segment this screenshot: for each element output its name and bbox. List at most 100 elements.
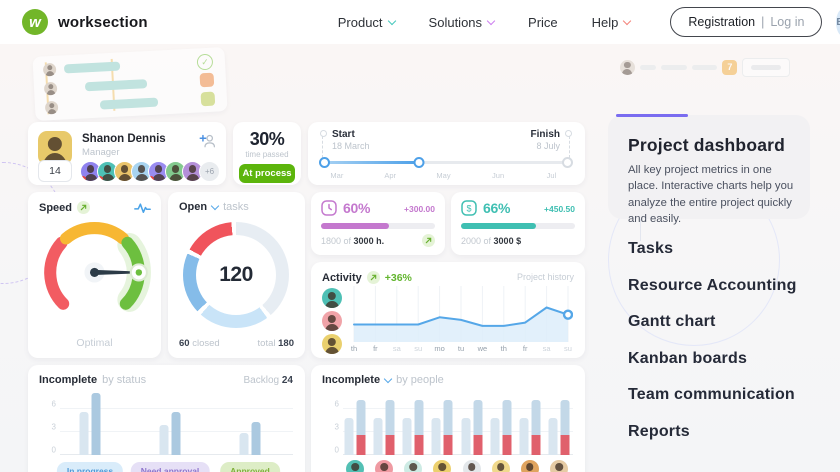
incomplete-by-status-card: Incomplete by status Backlog 24 6 3 0 In pr… xyxy=(28,365,305,472)
incomplete-by-people-card: Incomplete by people 6 3 0 xyxy=(311,365,585,472)
feature-item-kanban-boards[interactable]: Kanban boards xyxy=(628,349,748,367)
people-bar xyxy=(490,418,500,455)
feature-item-gantt-chart[interactable]: Gantt chart xyxy=(628,313,716,330)
task-counter: 14 xyxy=(38,160,72,182)
avatar xyxy=(620,59,635,75)
status-chart-title: Incomplete xyxy=(39,374,98,386)
open-title: Open xyxy=(179,201,208,213)
login-label: Log in xyxy=(770,15,805,29)
open-tasks-card: Open tasks 120 60 closed total 180 xyxy=(168,192,305,358)
start-label: Start xyxy=(332,129,355,140)
nav-solutions-label: Solutions xyxy=(428,14,483,30)
open-subtitle: tasks xyxy=(223,201,249,213)
feature-item-tasks[interactable]: Tasks xyxy=(628,240,674,257)
day-label: mo xyxy=(434,344,445,353)
timeline-node-icon xyxy=(565,130,572,137)
hours-progress-bar xyxy=(321,223,435,229)
manager-role: Manager xyxy=(82,147,120,158)
month-label: May xyxy=(436,171,451,180)
chevron-down-icon xyxy=(623,16,632,25)
chevron-down-icon xyxy=(387,16,396,25)
timeline-finish-marker xyxy=(562,157,573,168)
y-axis-tick: 3 xyxy=(51,422,56,432)
gauge-caption: Optimal xyxy=(76,337,113,349)
timeline-dashed-line xyxy=(569,136,570,158)
status-pill: Approved xyxy=(220,462,280,472)
feature-title: Project dashboard xyxy=(628,135,786,155)
people-bar xyxy=(431,418,441,455)
people-bar-overdue xyxy=(473,434,483,455)
budget-delta: +450.50 xyxy=(544,204,575,214)
people-bar-overdue xyxy=(356,434,366,455)
people-bar-overdue xyxy=(443,434,453,455)
nav-help[interactable]: Help xyxy=(592,15,632,30)
trend-up-icon xyxy=(77,201,91,214)
trend-up-icon xyxy=(422,234,435,247)
hours-delta: +300.00 xyxy=(404,204,435,214)
people-bar-top xyxy=(473,399,483,435)
day-label: we xyxy=(477,344,488,353)
people-bar-top xyxy=(443,399,453,435)
decorative-dash xyxy=(639,64,656,70)
feature-item-resource-accounting[interactable]: Resource Accounting xyxy=(628,276,797,294)
registration-login-button[interactable]: Registration | Log in xyxy=(670,7,823,37)
person-avatar xyxy=(462,460,481,472)
people-bar-overdue xyxy=(502,434,512,455)
nav-solutions[interactable]: Solutions xyxy=(428,14,496,30)
timeline-months: Mar Apr May Jun Jul xyxy=(322,171,570,181)
hours-kpi-card: 60% +300.00 1800 of 3000 h. xyxy=(311,192,445,255)
activity-title: Activity xyxy=(322,271,362,284)
y-axis-tick: 6 xyxy=(334,399,339,409)
dollar-icon: $ xyxy=(461,200,477,216)
brand[interactable]: w worksection xyxy=(22,9,148,35)
notification-badge: 8 xyxy=(149,176,154,181)
activity-chart xyxy=(351,286,574,342)
feature-description: All key project metrics in one place. In… xyxy=(628,164,794,226)
timeline-current-marker xyxy=(413,157,425,168)
people-bar-top xyxy=(414,399,424,435)
people-chart-title: Incomplete xyxy=(322,374,381,386)
chevron-down-icon xyxy=(210,201,220,210)
open-tasks-count: 120 xyxy=(196,235,276,315)
timeline-node-icon xyxy=(320,130,327,137)
clock-icon xyxy=(321,200,337,216)
nav-price[interactable]: Price xyxy=(528,15,558,30)
add-member-icon xyxy=(198,133,216,153)
notification-badge: 2 xyxy=(98,176,103,181)
nav-product[interactable]: Product xyxy=(337,14,396,30)
main-nav: Product Solutions Price Help xyxy=(337,14,632,30)
status-bar xyxy=(171,411,181,455)
status-chart-subtitle: by status xyxy=(102,374,147,386)
people-bar-top xyxy=(385,399,395,435)
language-badge[interactable]: EN xyxy=(836,8,840,36)
status-bar xyxy=(159,424,169,455)
backlog-counter: Backlog 24 xyxy=(243,375,293,386)
people-bar xyxy=(519,418,529,455)
status-bar xyxy=(79,411,89,455)
hours-progress-fill xyxy=(321,223,390,229)
trend-up-icon xyxy=(366,271,380,284)
decorative-task-bar xyxy=(63,61,121,73)
budget-progress-fill xyxy=(461,223,537,229)
day-label: su xyxy=(414,344,423,353)
project-history-label: Project history xyxy=(516,272,574,282)
decorative-connector-line xyxy=(640,219,641,241)
time-passed-percent: 30% xyxy=(249,129,285,149)
feature-item-team-communication[interactable]: Team communication xyxy=(628,386,795,403)
feature-active-card[interactable]: Project dashboard All key project metric… xyxy=(608,114,810,225)
nav-product-label: Product xyxy=(337,14,383,30)
brand-name: worksection xyxy=(58,13,148,31)
decorative-task-bar xyxy=(84,78,148,91)
active-accent-bar xyxy=(616,114,688,117)
people-bar xyxy=(402,418,412,455)
feature-item-reports[interactable]: Reports xyxy=(628,422,690,440)
day-label: sa xyxy=(542,344,551,353)
people-bar xyxy=(461,418,471,455)
people-bar-overdue xyxy=(560,434,570,455)
avatar xyxy=(42,62,57,77)
count-badge: 7 xyxy=(722,59,738,75)
person-avatar xyxy=(520,460,539,472)
decorative-task-bar xyxy=(99,97,159,110)
person-avatar xyxy=(404,460,423,472)
